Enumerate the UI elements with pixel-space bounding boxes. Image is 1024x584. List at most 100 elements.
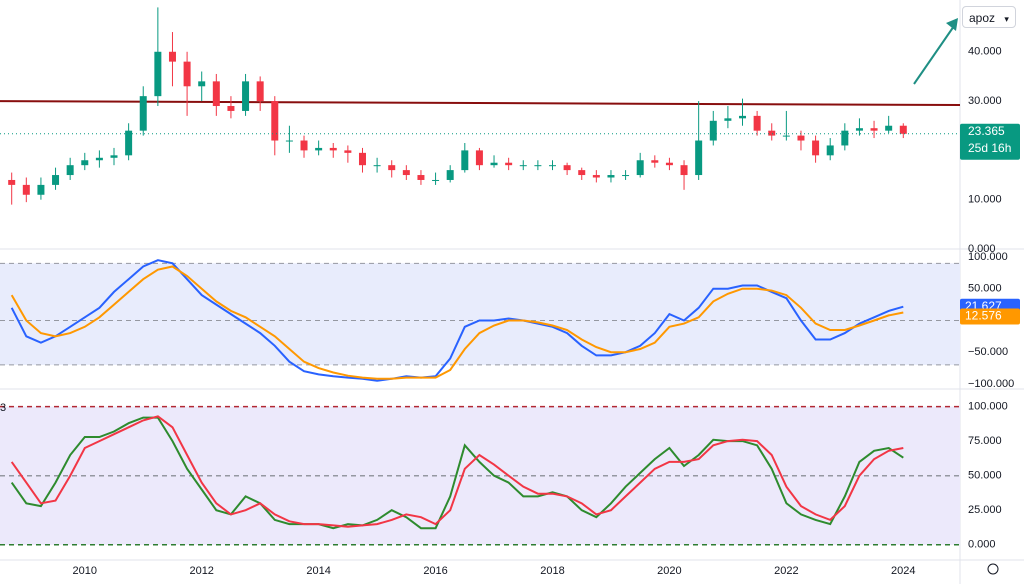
candle-body bbox=[870, 128, 878, 131]
candle-body bbox=[885, 125, 893, 131]
price-tag bbox=[960, 123, 1020, 160]
candle-body bbox=[183, 61, 191, 87]
y-tick-label: 10.000 bbox=[968, 194, 1002, 206]
candle-body bbox=[607, 175, 615, 178]
x-tick-label: 2024 bbox=[891, 565, 915, 577]
candle-body bbox=[66, 165, 74, 176]
candle-body bbox=[899, 125, 907, 134]
candle-body bbox=[139, 96, 147, 131]
candle-body bbox=[242, 81, 250, 111]
candle-body bbox=[52, 175, 60, 185]
candle-body bbox=[37, 184, 45, 195]
band bbox=[0, 263, 960, 365]
symbol: apoz bbox=[969, 11, 996, 25]
candle-body bbox=[373, 165, 381, 167]
candle-body bbox=[826, 145, 834, 156]
candle-body bbox=[636, 160, 644, 176]
candle-body bbox=[651, 160, 659, 163]
candle-body bbox=[329, 147, 337, 151]
candle-body bbox=[432, 179, 440, 181]
candle-body bbox=[125, 130, 133, 156]
candle-body bbox=[490, 162, 498, 166]
series-line bbox=[10, 416, 904, 530]
candle-body bbox=[768, 130, 776, 136]
candle-body bbox=[110, 155, 118, 158]
countdown: 25d 16h bbox=[968, 141, 1011, 155]
y-tick-label: 40.000 bbox=[968, 46, 1002, 58]
x-tick-label: 2014 bbox=[306, 565, 330, 577]
pane-label: 3 bbox=[0, 402, 6, 414]
candle-body bbox=[724, 118, 732, 121]
y-tick-label: 0.000 bbox=[968, 243, 996, 255]
candle-body bbox=[578, 170, 586, 176]
candle-body bbox=[22, 184, 30, 195]
x-tick-label: 2020 bbox=[657, 565, 681, 577]
y-tick-label: 75.000 bbox=[968, 435, 1002, 447]
price-tag bbox=[960, 308, 1020, 325]
price-tag-label: 23.365 bbox=[968, 124, 1005, 138]
candle-body bbox=[563, 165, 571, 171]
x-tick-label: 2010 bbox=[73, 565, 97, 577]
candle-body bbox=[812, 140, 820, 156]
candle-body bbox=[461, 150, 469, 171]
candle-body bbox=[8, 179, 16, 185]
y-tick-label: 0.000 bbox=[968, 539, 996, 551]
candle-body bbox=[855, 128, 863, 131]
candle-body bbox=[622, 175, 630, 177]
candle-body bbox=[534, 165, 542, 167]
candle-body bbox=[168, 51, 176, 62]
candle-body bbox=[797, 135, 805, 141]
y-tick-label: 25.000 bbox=[968, 504, 1002, 516]
x-tick-label: 2012 bbox=[189, 565, 213, 577]
series-line bbox=[10, 259, 904, 382]
candle-body bbox=[285, 140, 293, 142]
candle-body bbox=[212, 81, 220, 107]
candle-body bbox=[739, 115, 747, 119]
candle-body bbox=[388, 165, 396, 171]
candle-body bbox=[95, 157, 103, 161]
candle-body bbox=[695, 140, 703, 176]
candle-body bbox=[358, 152, 366, 166]
candle-body bbox=[519, 165, 527, 167]
y-tick-label: −50.000 bbox=[968, 346, 1008, 358]
candle-body bbox=[782, 135, 790, 137]
candle-body bbox=[841, 130, 849, 146]
price-tag-label: 12.576 bbox=[965, 309, 1002, 323]
candle-body bbox=[680, 165, 688, 176]
candle-body bbox=[548, 165, 556, 167]
candle-body bbox=[344, 150, 352, 153]
candle-body bbox=[198, 81, 206, 87]
candle-body bbox=[227, 106, 235, 111]
candle-body bbox=[81, 160, 89, 166]
y-tick-label: 100.000 bbox=[968, 400, 1008, 412]
candle-body bbox=[402, 170, 410, 176]
y-tick-label: 50.000 bbox=[968, 470, 1002, 482]
candle-body bbox=[709, 120, 717, 141]
trend-line bbox=[0, 100, 961, 107]
x-tick-label: 2022 bbox=[774, 565, 798, 577]
candle-body bbox=[271, 101, 279, 141]
candle-body bbox=[592, 175, 600, 178]
series-line bbox=[10, 265, 904, 380]
candle-body bbox=[475, 150, 483, 166]
candle-body bbox=[417, 175, 425, 180]
candle-body bbox=[315, 147, 323, 151]
symbol-select[interactable]: apoz ▾ bbox=[962, 6, 1016, 28]
arrow bbox=[913, 25, 955, 85]
candle-body bbox=[256, 81, 264, 102]
candle-body bbox=[154, 51, 162, 97]
x-tick-label: 2016 bbox=[423, 565, 447, 577]
y-tick-label: 50.000 bbox=[968, 283, 1002, 295]
candle-body bbox=[753, 115, 761, 131]
arrow-head bbox=[946, 18, 958, 31]
candle-body bbox=[665, 162, 673, 166]
y-tick-label: 100.000 bbox=[968, 251, 1008, 263]
y-tick-label: 30.000 bbox=[968, 95, 1002, 107]
y-tick-label: −100.000 bbox=[968, 378, 1014, 390]
x-tick-label: 2018 bbox=[540, 565, 564, 577]
series-line bbox=[10, 415, 904, 528]
settings-icon[interactable] bbox=[987, 563, 999, 575]
candle-body bbox=[446, 170, 454, 180]
